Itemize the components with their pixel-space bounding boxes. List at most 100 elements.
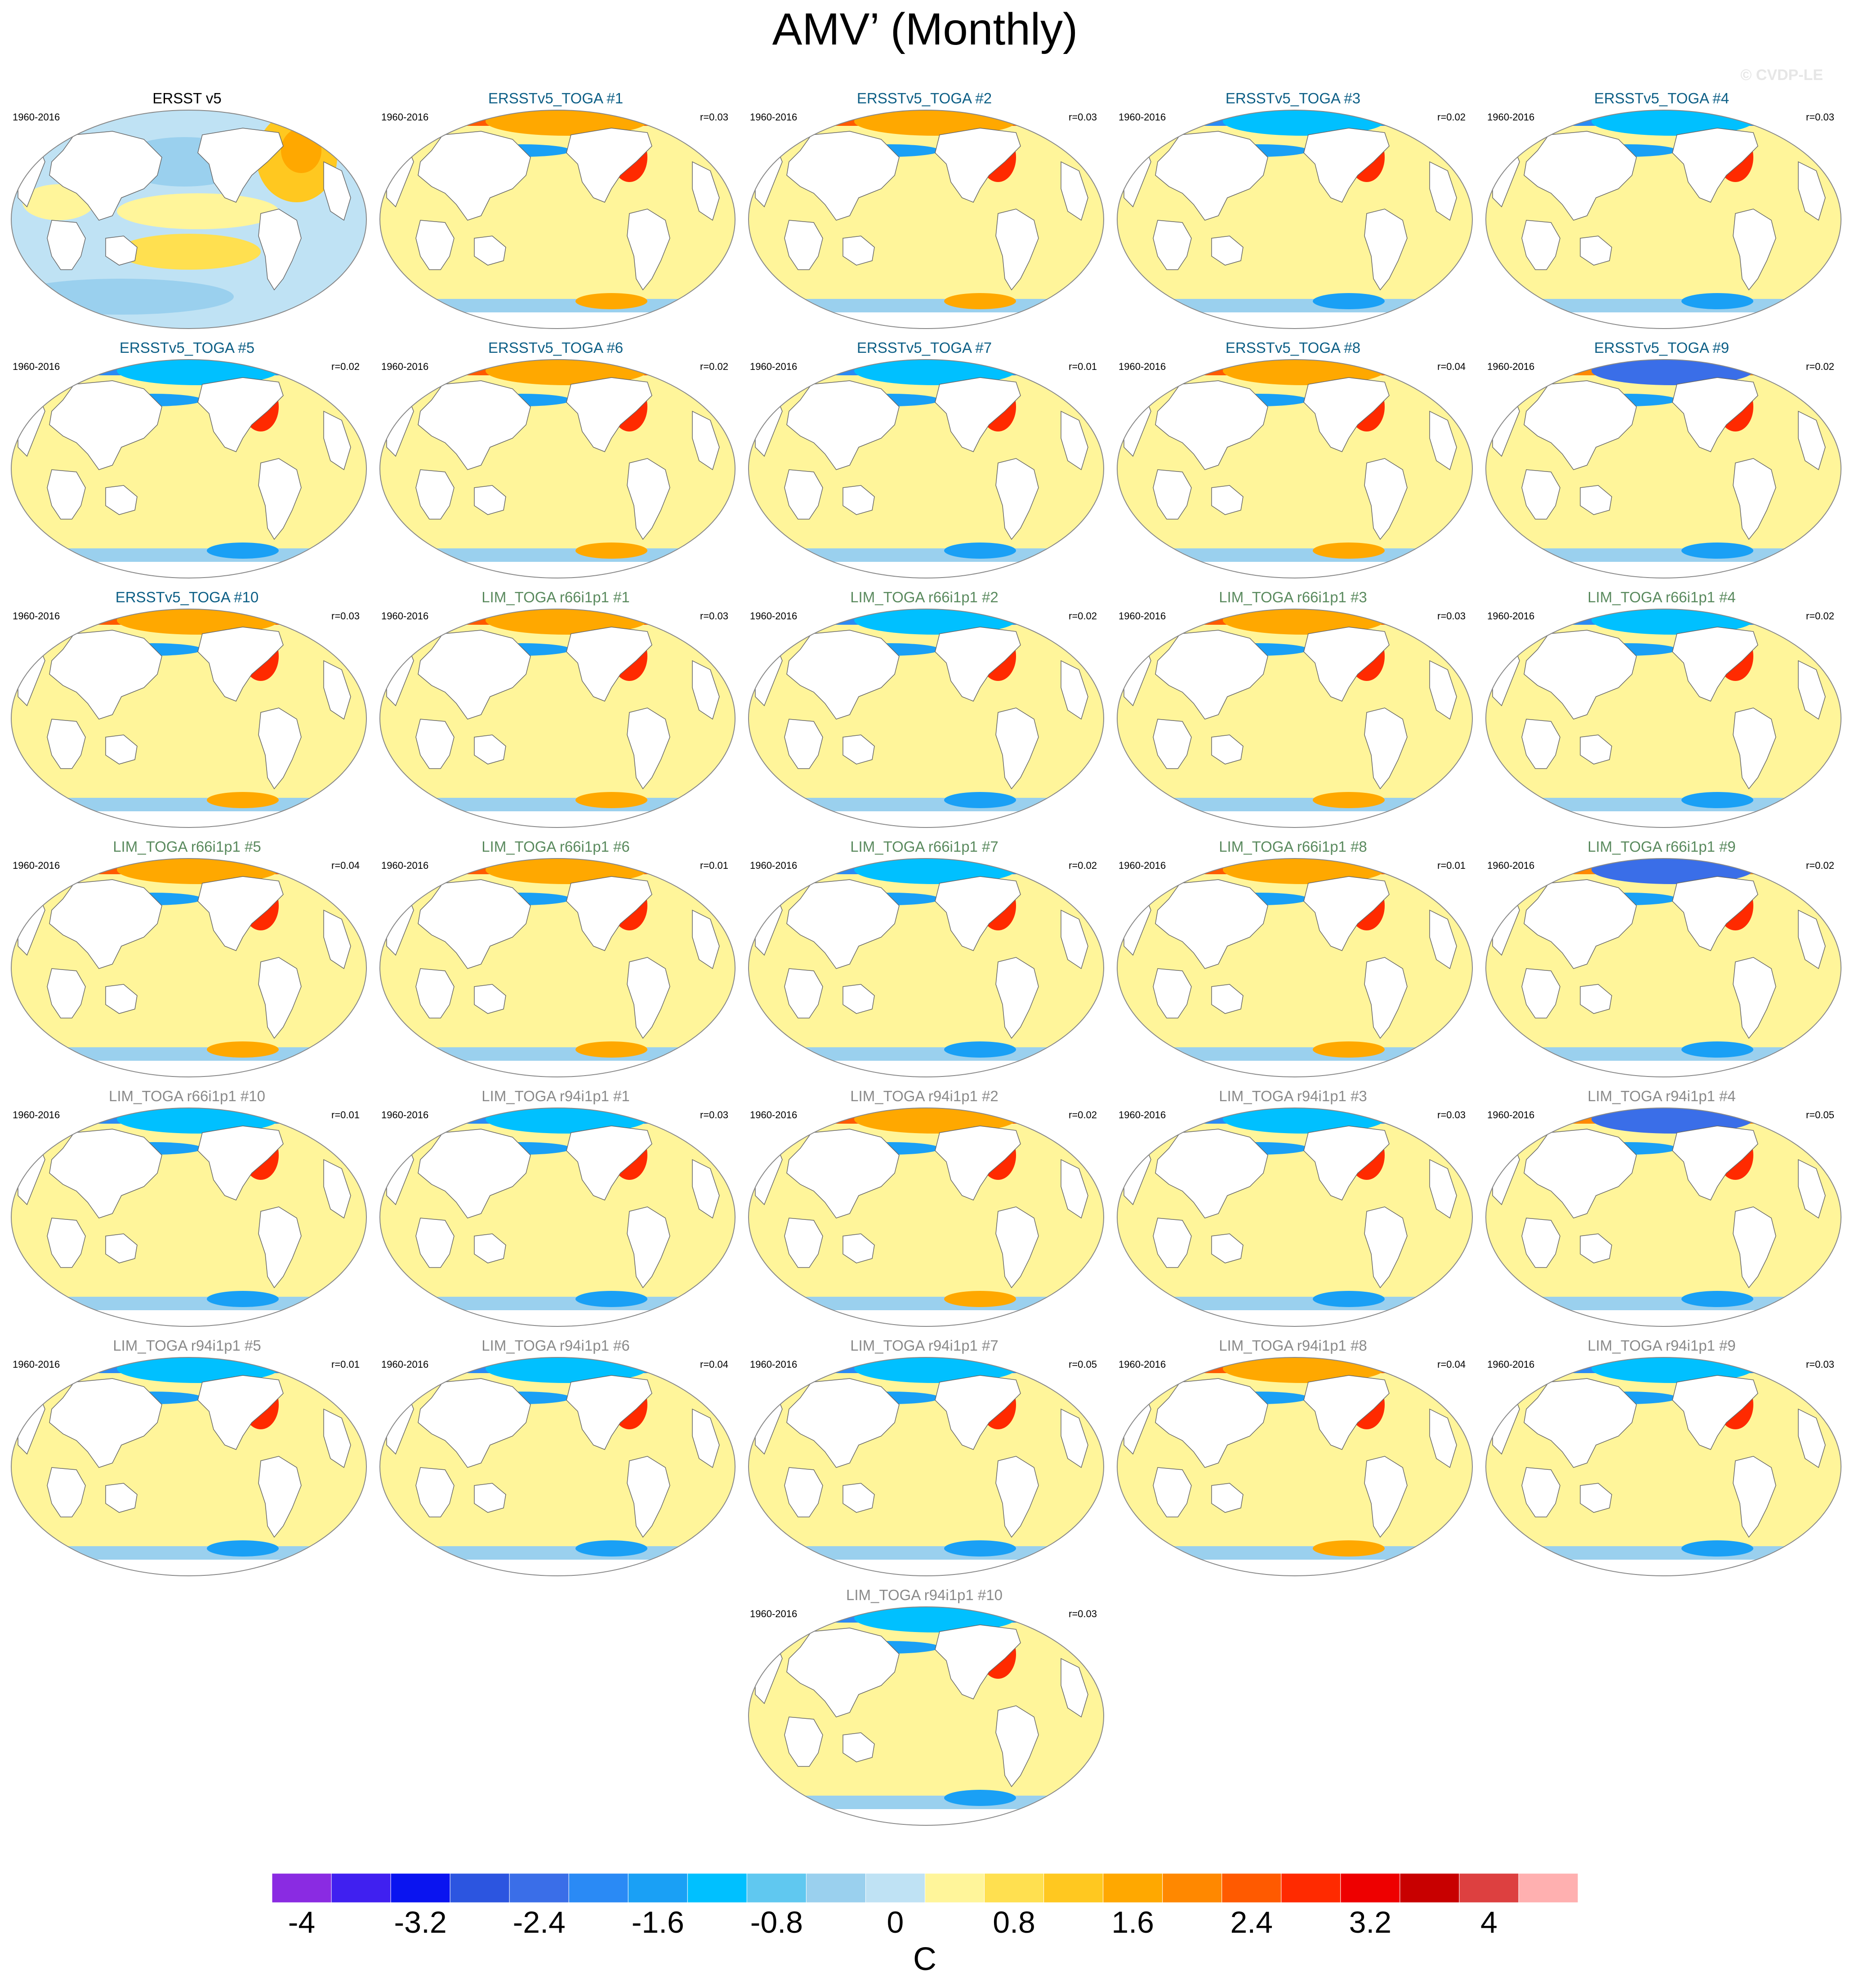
colorbar-tick-label: 2.4 xyxy=(1230,1905,1273,1939)
southern-anomaly xyxy=(944,792,1016,808)
panel-title: LIM_TOGA r94i1p1 #2 xyxy=(850,1088,999,1104)
continent-outline xyxy=(1364,458,1408,540)
colorbar-tick-label: -2.4 xyxy=(513,1905,566,1939)
continent-outline xyxy=(1524,1378,1637,1468)
panel-correlation: r=0.01 xyxy=(1437,860,1466,871)
continent-outline xyxy=(1211,236,1244,266)
southern-anomaly xyxy=(207,1540,279,1557)
panel-correlation: r=0.03 xyxy=(700,610,728,622)
southern-anomaly xyxy=(944,293,1016,309)
continent-outline xyxy=(415,469,455,520)
panel-title: LIM_TOGA r66i1p1 #6 xyxy=(481,838,630,855)
panel-title: ERSSTv5_TOGA #7 xyxy=(856,339,992,356)
ocean-field xyxy=(1486,110,1841,329)
panel-title: LIM_TOGA r66i1p1 #10 xyxy=(109,1088,265,1104)
panel-period: 1960-2016 xyxy=(1487,1359,1535,1370)
panel-title: LIM_TOGA r66i1p1 #7 xyxy=(850,838,999,855)
southern-band xyxy=(1502,548,1825,562)
panel-correlation: r=0.03 xyxy=(1437,1109,1466,1121)
continent-outline xyxy=(1155,131,1268,221)
continent-outline xyxy=(1798,1159,1826,1219)
world-map xyxy=(11,359,367,578)
tropical-warm xyxy=(117,193,279,229)
continent-outline xyxy=(786,1378,900,1468)
ocean-field xyxy=(1117,858,1472,1077)
world-map xyxy=(1117,359,1473,578)
world-map xyxy=(1485,1107,1841,1327)
continent-outline xyxy=(1672,627,1758,702)
antarctica xyxy=(11,1310,366,1326)
ocean-field xyxy=(11,1108,366,1326)
continent-outline xyxy=(1733,707,1776,790)
panel-title: LIM_TOGA r94i1p1 #7 xyxy=(850,1337,999,1354)
antarctica xyxy=(1486,811,1841,827)
world-map xyxy=(1117,1107,1473,1327)
continent-outline xyxy=(843,1233,875,1263)
panel-title: LIM_TOGA r94i1p1 #9 xyxy=(1587,1337,1736,1354)
ocean-field xyxy=(1486,1357,1841,1576)
southern-anomaly xyxy=(944,1291,1016,1307)
world-map xyxy=(748,1606,1104,1826)
panel-title: ERSST v5 xyxy=(152,90,222,107)
colorbar-swatch xyxy=(1281,1873,1341,1903)
continent-outline xyxy=(474,734,506,765)
map-panel: LIM_TOGA r66i1p1 #7 1960-2016 r=0.02 xyxy=(742,838,1107,1081)
continent-outline xyxy=(843,236,875,266)
colorbar-tick-label: -3.2 xyxy=(394,1905,447,1939)
panel-period: 1960-2016 xyxy=(13,111,60,123)
southern-ocean-cool xyxy=(11,279,234,315)
ocean-field xyxy=(1486,858,1841,1077)
map-panel: ERSSTv5_TOGA #2 1960-2016 r=0.03 xyxy=(742,90,1107,333)
colorbar-swatch xyxy=(1221,1873,1282,1903)
southern-band xyxy=(764,798,1088,811)
continent-outline xyxy=(1155,1378,1268,1468)
continent-outline xyxy=(415,1467,455,1517)
continent-outline xyxy=(323,1159,351,1219)
southern-band xyxy=(1133,798,1457,811)
world-map xyxy=(1485,359,1841,578)
map-frame xyxy=(379,1357,736,1576)
map-frame xyxy=(1485,1357,1841,1576)
map-frame xyxy=(11,110,367,329)
southern-band xyxy=(27,1047,351,1061)
continent-outline xyxy=(418,630,531,720)
continent-outline xyxy=(258,957,302,1039)
panel-correlation: r=0.03 xyxy=(700,1109,728,1121)
map-frame xyxy=(379,609,736,828)
panel-period: 1960-2016 xyxy=(381,1359,429,1370)
continent-outline xyxy=(323,660,351,720)
map-frame xyxy=(748,110,1104,329)
continent-outline xyxy=(1153,469,1192,520)
southern-anomaly xyxy=(1681,792,1753,808)
antarctica xyxy=(749,1061,1104,1077)
continent-outline xyxy=(1733,1206,1776,1289)
continent-outline xyxy=(323,909,351,970)
continent-outline xyxy=(1733,458,1776,540)
continent-outline xyxy=(474,236,506,266)
world-map xyxy=(1485,1357,1841,1576)
map-frame xyxy=(748,1357,1104,1576)
continent-outline xyxy=(1580,485,1612,515)
colorbar-swatch xyxy=(746,1873,807,1903)
map-frame xyxy=(748,359,1104,578)
southern-band xyxy=(27,548,351,562)
continent-outline xyxy=(1155,630,1268,720)
panel-period: 1960-2016 xyxy=(1487,860,1535,871)
colorbar-swatch xyxy=(806,1873,866,1903)
world-map xyxy=(1117,1357,1473,1576)
continent-outline xyxy=(47,719,86,769)
continent-outline xyxy=(1524,1129,1637,1219)
continent-outline xyxy=(1211,1483,1244,1513)
panel-period: 1960-2016 xyxy=(750,111,798,123)
continent-outline xyxy=(474,984,506,1014)
panel-title: LIM_TOGA r94i1p1 #4 xyxy=(1587,1088,1736,1104)
continent-outline xyxy=(995,1206,1039,1289)
ocean-field xyxy=(380,609,735,827)
southern-anomaly xyxy=(575,1291,647,1307)
map-frame xyxy=(1485,609,1841,828)
map-panel: ERSST v5 1960-2016 xyxy=(4,90,370,333)
continent-outline xyxy=(474,1233,506,1263)
continent-outline xyxy=(474,1483,506,1513)
antarctica xyxy=(1117,811,1472,827)
panel-period: 1960-2016 xyxy=(750,1608,798,1619)
